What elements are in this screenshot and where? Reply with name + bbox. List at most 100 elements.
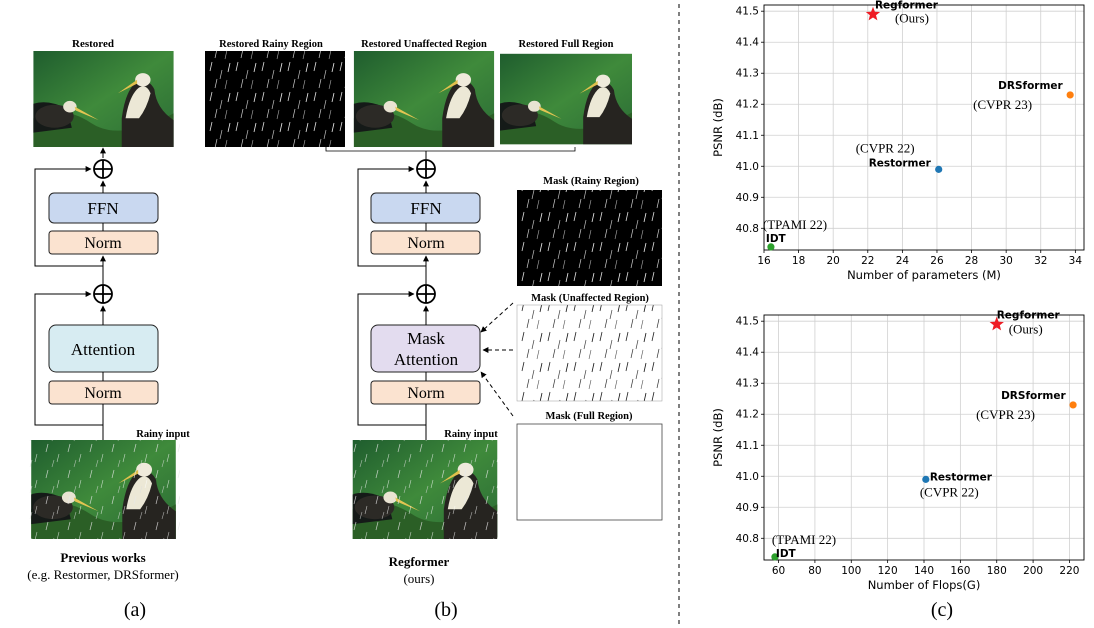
tick-label-y: 41.4	[736, 37, 760, 49]
tick-label-y: 40.9	[736, 192, 759, 204]
residual-add-top	[416, 159, 436, 179]
point-label-idt: IDT	[766, 233, 787, 245]
tick-label-x: 180	[987, 565, 1007, 577]
mask-unaffected-image	[516, 304, 663, 402]
data-point-idt	[771, 553, 779, 561]
mask-rainy-label: Mask (Rainy Region)	[543, 176, 639, 187]
panel-letter-c: (c)	[931, 599, 953, 621]
mask-unaffected-label: Mask (Unaffected Region)	[531, 293, 649, 304]
rainy-input-label: Rainy input	[444, 429, 498, 440]
tick-label-x: 34	[1069, 255, 1083, 267]
tick-label-x: 22	[861, 255, 874, 267]
data-point-drsformer	[1066, 91, 1074, 99]
caption-title: Previous works	[60, 550, 145, 565]
skip-connection	[357, 291, 426, 426]
mask-full-image	[516, 423, 663, 521]
mask-full-label: Mask (Full Region)	[546, 411, 633, 422]
tick-label-x: 100	[841, 565, 861, 577]
panel-c: 16 18 20 22 24 26 28 30 32 34 40.8 40.9 41.0 41.1 41.2…	[711, 0, 1085, 621]
plot-frame	[763, 4, 1085, 251]
caption-subtitle: (ours)	[403, 571, 434, 586]
y-axis-label: PSNR (dB)	[711, 98, 725, 157]
plot-frame	[763, 314, 1085, 561]
residual-add-bottom	[93, 284, 113, 304]
caption-title: Regformer	[389, 554, 450, 569]
data-point-drsformer	[1069, 401, 1077, 409]
data-point-regformer	[865, 6, 881, 21]
tick-label-y: 41.2	[736, 99, 759, 111]
point-venue-drsformer: (CVPR 23)	[973, 97, 1032, 112]
point-venue-restormer: (CVPR 22)	[856, 140, 915, 155]
ffn-label: FFN	[87, 199, 118, 218]
x-axis-label: Number of Flops(G)	[868, 578, 981, 592]
skip-connection	[357, 166, 426, 267]
mask-arrow	[480, 302, 514, 333]
tick-label-y: 40.9	[736, 502, 759, 514]
tick-label-x: 24	[896, 255, 910, 267]
tick-label-x: 18	[792, 255, 805, 267]
norm-label: Norm	[407, 385, 445, 402]
x-axis-label: Number of parameters (M)	[847, 268, 1001, 282]
skip-connection	[34, 166, 103, 267]
data-point-idt	[767, 243, 775, 251]
caption-subtitle: (e.g. Restormer, DRSformer)	[27, 567, 178, 582]
image-combine-bracket	[325, 147, 576, 152]
restored-rainy-label: Restored Rainy Region	[219, 39, 323, 50]
tick-label-y: 41.0	[736, 161, 759, 173]
tick-label-x: 200	[1023, 565, 1043, 577]
norm-label: Norm	[407, 235, 445, 252]
attention-label: Attention	[71, 340, 136, 359]
tick-label-y: 41.4	[736, 347, 760, 359]
point-label-restormer: Restormer	[930, 471, 993, 483]
mask-attention-label-line2: Attention	[394, 350, 459, 369]
point-venue-regformer: (Ours)	[1009, 321, 1043, 336]
ffn-label: FFN	[410, 199, 441, 218]
norm-label: Norm	[84, 235, 122, 252]
residual-add-top	[93, 159, 113, 179]
skip-connection	[34, 291, 103, 426]
rainy-input-image	[350, 440, 500, 539]
tick-label-y: 41.5	[736, 316, 759, 328]
point-venue-regformer: (Ours)	[895, 10, 929, 25]
panel-letter-a: (a)	[124, 599, 146, 621]
tick-label-x: 26	[930, 255, 944, 267]
chart-flops: 60 80 100 120 140 160 180 200 220 40.8 40.9 41.0 41.…	[711, 309, 1085, 592]
tick-label-x: 140	[914, 565, 934, 577]
mask-arrow	[480, 371, 514, 417]
panel-b: Restored Rainy Region Restored Unaffecte…	[205, 39, 663, 621]
restored-rainy-image	[205, 51, 345, 147]
rainy-input-image	[27, 440, 180, 539]
tick-label-x: 30	[999, 255, 1012, 267]
chart-params: 16 18 20 22 24 26 28 30 32 34 40.8 40.9 41.0 41.1 41.2…	[711, 0, 1085, 282]
tick-label-x: 80	[808, 565, 821, 577]
point-venue-drsformer: (CVPR 23)	[976, 407, 1035, 422]
point-label-restormer: Restormer	[869, 157, 932, 169]
mask-attention-label-line1: Mask	[407, 329, 445, 348]
tick-label-x: 220	[1059, 565, 1079, 577]
tick-label-y: 40.8	[736, 223, 759, 235]
tick-label-x: 60	[772, 565, 785, 577]
restored-full-label: Restored Full Region	[519, 39, 614, 50]
mask-rainy-image	[517, 190, 662, 286]
restored-label: Restored	[72, 38, 114, 50]
tick-label-x: 20	[827, 255, 840, 267]
data-point-regformer	[989, 316, 1004, 331]
tick-label-y: 40.8	[736, 533, 759, 545]
restored-unaffected-image	[353, 51, 495, 147]
panel-letter-b: (b)	[434, 599, 457, 621]
restored-full-image	[500, 53, 632, 145]
point-label-drsformer: DRSformer	[998, 80, 1063, 92]
point-venue-idt: (TPAMI 22)	[772, 532, 836, 547]
restored-image	[33, 51, 174, 147]
tick-label-x: 28	[965, 255, 978, 267]
point-label-idt: IDT	[776, 548, 797, 560]
tick-label-x: 160	[950, 565, 970, 577]
tick-label-y: 41.1	[736, 130, 759, 142]
residual-add-bottom	[416, 284, 436, 304]
data-point-restormer	[922, 475, 930, 483]
tick-label-y: 41.3	[736, 68, 759, 80]
tick-label-x: 120	[878, 565, 898, 577]
data-point-restormer	[935, 165, 943, 173]
tick-label-x: 32	[1034, 255, 1047, 267]
